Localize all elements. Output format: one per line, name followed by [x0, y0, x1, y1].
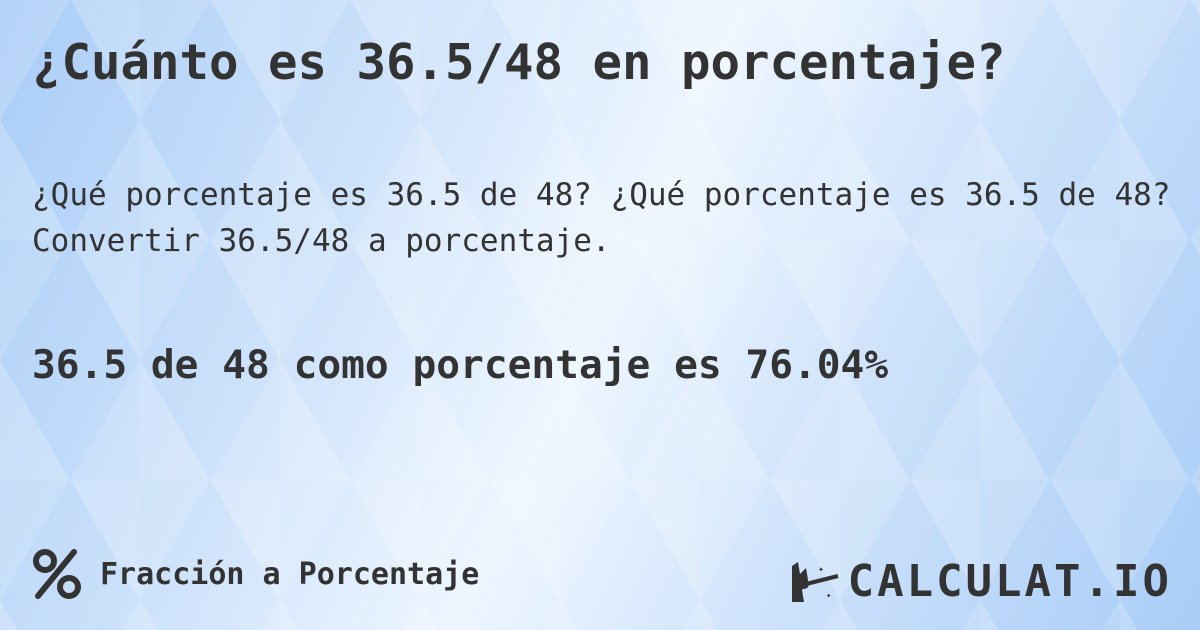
page-title: ¿Cuánto es 36.5/48 en porcentaje? [32, 34, 1006, 91]
magic-hand-icon: ✦✦ [791, 561, 839, 602]
svg-text:✦: ✦ [826, 591, 832, 601]
category-link[interactable]: Fracción a Porcentaje [32, 548, 479, 600]
percent-icon [33, 549, 81, 599]
description: ¿Qué porcentaje es 36.5 de 48? ¿Qué porc… [32, 177, 1171, 259]
result-text: 36.5 de 48 como porcentaje es 76.04% [32, 342, 889, 388]
svg-text:✦: ✦ [818, 564, 824, 575]
category-label: Fracción a Porcentaje [100, 556, 480, 592]
logo: ✦ ✦ CALCULAT.IO [788, 556, 1172, 607]
logo-text: CALCULAT.IO [847, 556, 1172, 607]
